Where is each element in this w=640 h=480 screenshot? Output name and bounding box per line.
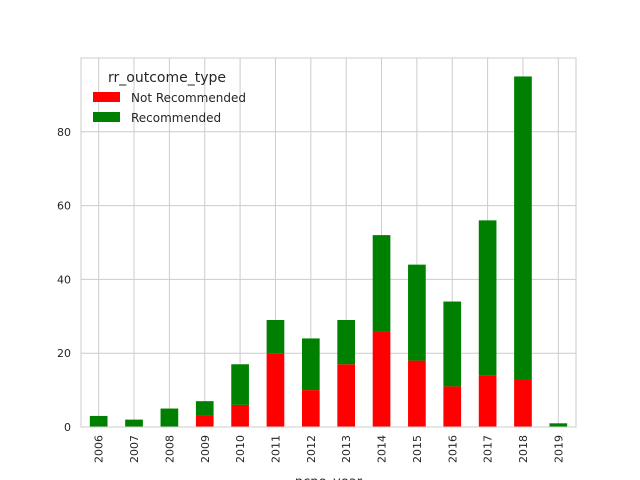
y-tick-label: 80 — [57, 126, 71, 139]
bar-recommended — [372, 235, 391, 332]
bar-recommended — [125, 419, 143, 427]
x-tick-label: 2019 — [552, 435, 565, 463]
bar-recommended — [89, 415, 108, 427]
legend-title: rr_outcome_type — [108, 70, 226, 86]
bar-recommended — [160, 408, 179, 427]
plot-frame — [80, 57, 577, 428]
bar-recommended — [266, 319, 285, 354]
x-tick-label: 2006 — [93, 435, 106, 463]
bar-not-recommended — [231, 404, 249, 427]
bar-recommended — [408, 264, 426, 361]
x-tick-label: 2007 — [128, 435, 141, 463]
x-tick-label: 2015 — [411, 435, 424, 463]
legend-swatch — [93, 92, 120, 102]
bar-recommended — [514, 76, 532, 380]
ticks-layer: 0 20 40 60 80 2006 2007 2008 2009 2010 2011 2012 201… — [57, 126, 565, 463]
x-tick-label: 2014 — [376, 435, 389, 463]
bar-recommended — [195, 401, 214, 416]
x-axis-title: ncpe_year — [295, 475, 363, 480]
y-tick-label: 60 — [57, 200, 71, 213]
x-tick-label: 2013 — [340, 435, 353, 463]
x-tick-label: 2008 — [163, 435, 176, 463]
x-tick-label: 2012 — [305, 435, 318, 463]
bar-recommended — [337, 319, 356, 365]
bar-recommended — [549, 423, 568, 427]
bar-not-recommended — [408, 360, 426, 427]
y-tick-label: 20 — [57, 347, 71, 360]
bar-not-recommended — [195, 415, 214, 427]
x-tick-label: 2009 — [199, 435, 212, 463]
bars-layer — [89, 76, 568, 427]
bar-not-recommended — [301, 390, 320, 427]
x-tick-label: 2018 — [517, 435, 530, 463]
x-tick-label: 2016 — [446, 435, 459, 463]
bar-not-recommended — [478, 375, 497, 427]
bar-not-recommended — [337, 364, 356, 427]
y-tick-label: 0 — [64, 421, 71, 434]
x-tick-label: 2011 — [269, 435, 282, 463]
legend-entry: Recommended — [131, 111, 221, 125]
y-tick-label: 40 — [57, 273, 71, 286]
bar-not-recommended — [443, 386, 462, 427]
legend-entry: Not Recommended — [131, 91, 246, 105]
bar-recommended — [231, 364, 249, 405]
bar-not-recommended — [372, 331, 391, 427]
legend: rr_outcome_type Not Recommended Recommend… — [93, 70, 246, 125]
legend-swatch — [93, 112, 120, 122]
bar-recommended — [301, 338, 320, 391]
bar-not-recommended — [514, 379, 532, 427]
bar-recommended — [443, 301, 462, 387]
x-tick-label: 2010 — [234, 435, 247, 463]
x-tick-label: 2017 — [482, 435, 495, 463]
bar-not-recommended — [266, 353, 285, 427]
bar-recommended — [478, 220, 497, 376]
